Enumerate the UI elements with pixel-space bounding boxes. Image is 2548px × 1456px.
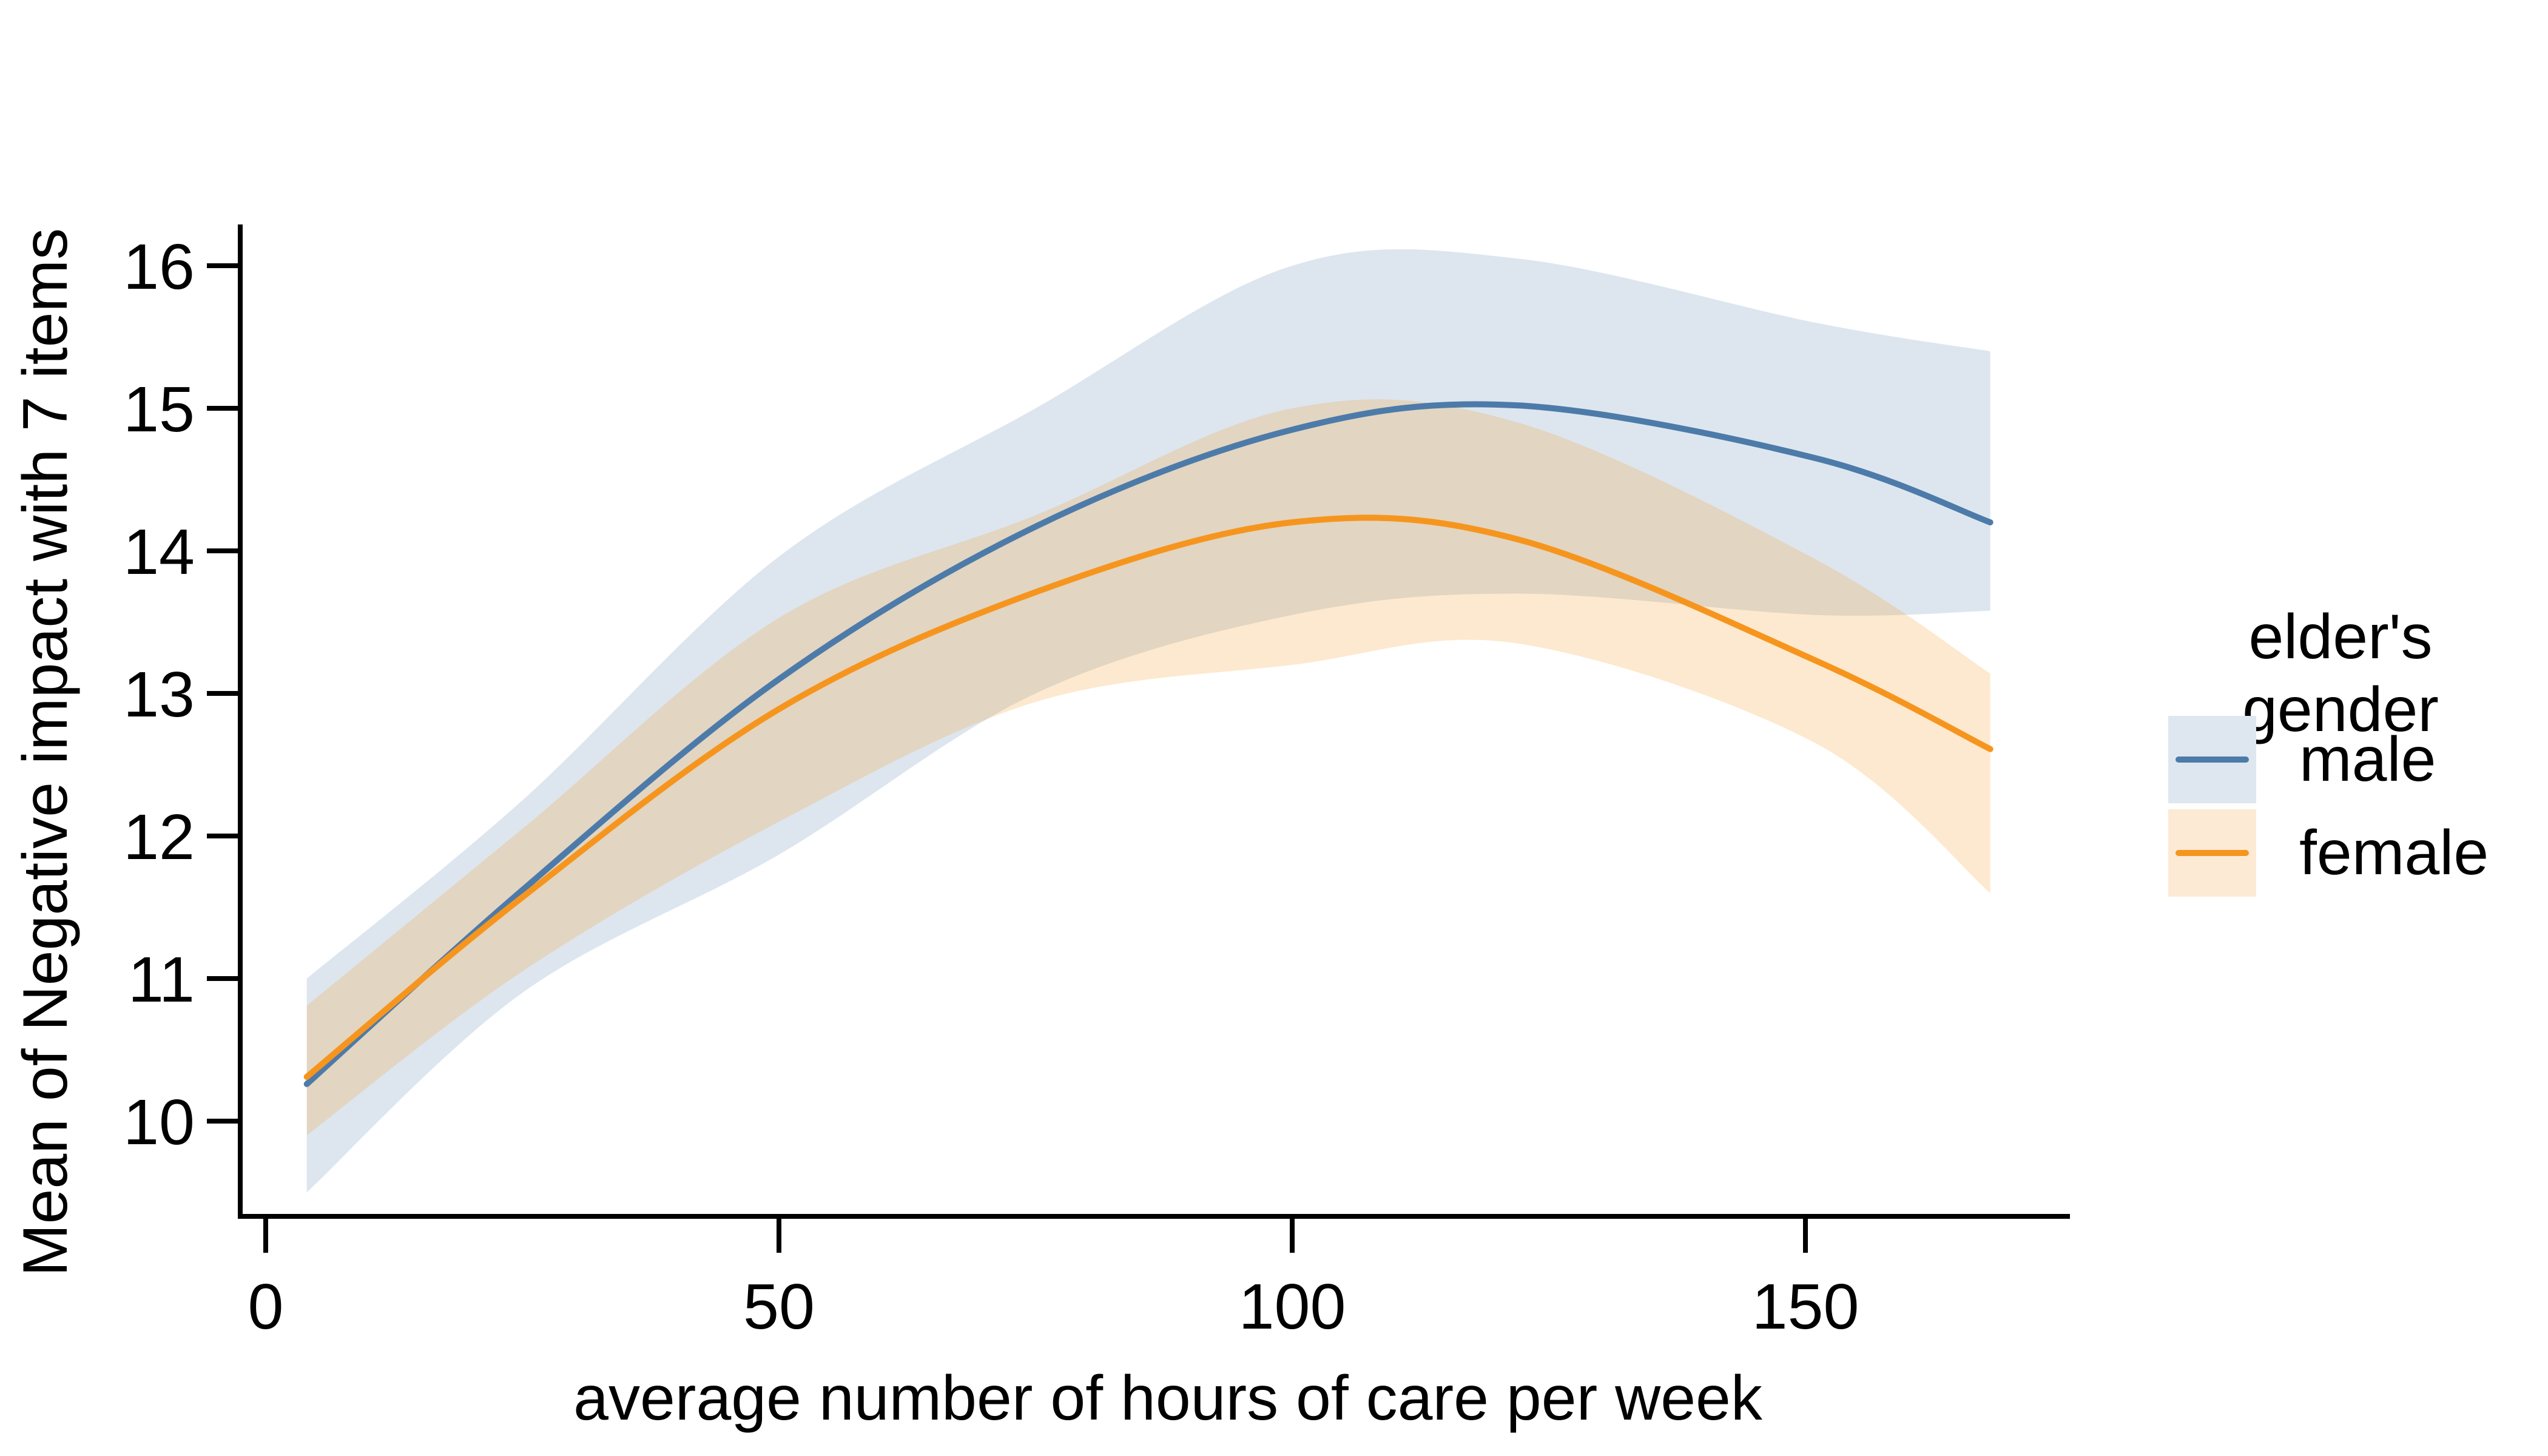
legend-entry-male: male [2168,716,2544,803]
y-tick-label: 10 [123,1087,195,1158]
x-tick-label: 0 [248,1271,284,1343]
legend-label-female: female [2299,818,2489,888]
y-tick-label: 11 [128,944,195,1016]
legend-title: elder's gender [2242,602,2439,745]
y-tick-label: 13 [123,659,195,730]
female-band-swatch [2168,809,2256,897]
x-tick-label: 150 [1752,1271,1859,1343]
male-mean-line [303,401,1994,1087]
y-tick-label: 15 [123,374,195,445]
legend-label-male: male [2299,724,2436,795]
legend-entry-female: female [2168,809,2544,897]
male-line-key [2176,757,2249,763]
female-line-key [2176,850,2249,856]
x-tick-label: 50 [743,1271,815,1343]
female-confidence-band [306,399,1990,1136]
female-mean-line [303,514,1994,1080]
y-tick-label: 16 [123,231,195,303]
x-axis-title: average number of hours of care per week [573,1363,1762,1434]
y-tick-label: 12 [123,801,195,873]
y-axis-title: Mean of Negative impact with 7 items [10,228,81,1277]
male-band-swatch [2168,716,2256,803]
x-tick-label: 100 [1239,1271,1346,1343]
y-tick-label: 14 [123,516,195,588]
male-confidence-band [306,249,1990,1193]
